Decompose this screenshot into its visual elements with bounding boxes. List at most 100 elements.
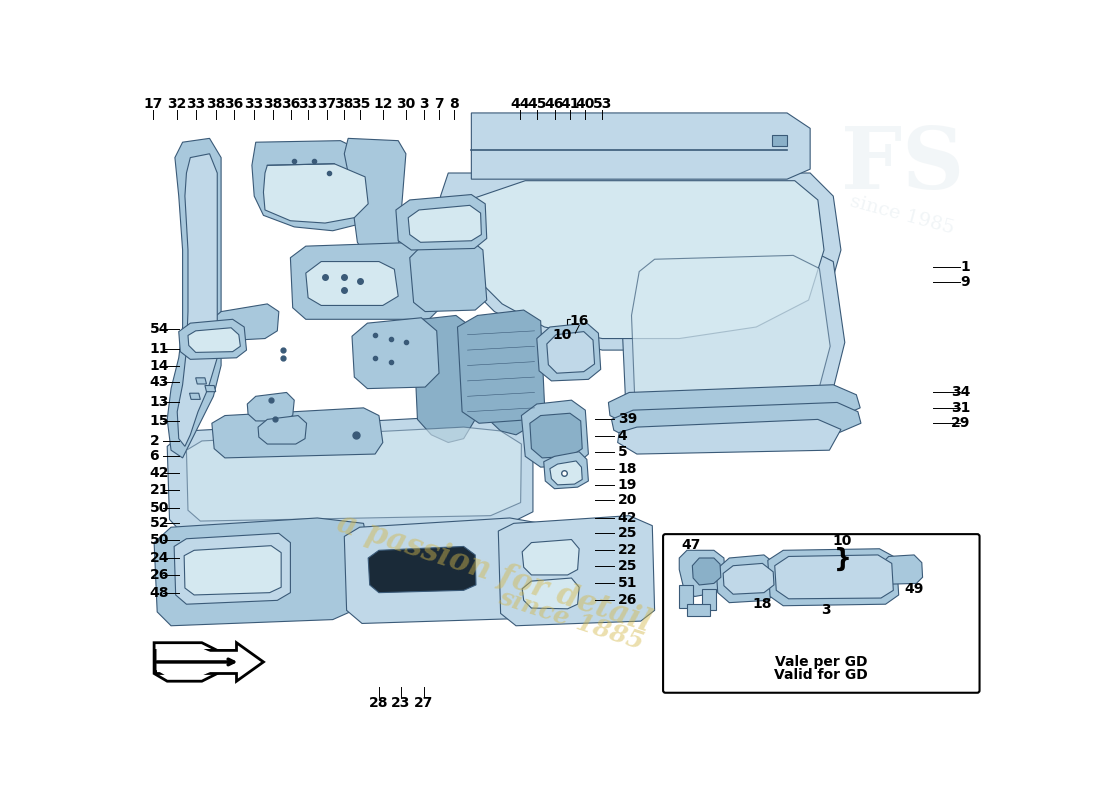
- Text: 19: 19: [618, 478, 637, 492]
- Text: 50: 50: [150, 534, 169, 547]
- Polygon shape: [621, 246, 845, 442]
- Text: 21: 21: [150, 483, 169, 498]
- Text: 33: 33: [244, 97, 264, 110]
- Text: 10: 10: [833, 534, 853, 548]
- Text: 31: 31: [950, 401, 970, 415]
- Polygon shape: [530, 414, 582, 458]
- Text: 42: 42: [150, 466, 169, 480]
- Text: 16: 16: [570, 314, 589, 328]
- Polygon shape: [189, 394, 200, 399]
- Polygon shape: [547, 332, 594, 373]
- Polygon shape: [212, 408, 383, 458]
- Text: 43: 43: [150, 375, 169, 390]
- Text: 52: 52: [150, 516, 169, 530]
- Text: 33: 33: [186, 97, 206, 110]
- Text: since 1985: since 1985: [848, 193, 957, 238]
- Polygon shape: [686, 604, 711, 616]
- Polygon shape: [408, 206, 482, 242]
- Text: 39: 39: [618, 413, 637, 426]
- Polygon shape: [196, 378, 207, 384]
- Text: 9: 9: [960, 275, 970, 290]
- Text: 30: 30: [396, 97, 416, 110]
- Text: 26: 26: [150, 568, 169, 582]
- FancyBboxPatch shape: [663, 534, 980, 693]
- Polygon shape: [680, 585, 693, 608]
- Text: 27: 27: [414, 696, 433, 710]
- Text: 2: 2: [150, 434, 160, 448]
- Polygon shape: [258, 415, 307, 444]
- Polygon shape: [703, 589, 716, 610]
- Text: 22: 22: [618, 543, 637, 558]
- Polygon shape: [306, 262, 398, 306]
- Text: 14: 14: [150, 358, 169, 373]
- Text: 47: 47: [681, 538, 701, 552]
- Text: 53: 53: [593, 97, 612, 110]
- Text: 36: 36: [282, 97, 300, 110]
- Text: 24: 24: [150, 551, 169, 565]
- Text: 28: 28: [370, 696, 388, 710]
- Polygon shape: [154, 642, 241, 682]
- Text: 41: 41: [560, 97, 580, 110]
- Polygon shape: [290, 242, 440, 319]
- Text: 49: 49: [904, 582, 924, 596]
- Polygon shape: [167, 138, 221, 458]
- Text: 50: 50: [150, 501, 169, 515]
- Text: 5: 5: [618, 445, 627, 458]
- Polygon shape: [716, 555, 779, 602]
- Polygon shape: [472, 113, 810, 179]
- Text: 17: 17: [144, 97, 163, 110]
- Polygon shape: [186, 427, 521, 521]
- Text: 32: 32: [167, 97, 187, 110]
- Text: 38: 38: [263, 97, 283, 110]
- Polygon shape: [352, 318, 439, 389]
- Polygon shape: [692, 558, 720, 585]
- Polygon shape: [409, 241, 486, 312]
- Text: 20: 20: [618, 494, 637, 507]
- Text: 10: 10: [552, 328, 572, 342]
- Text: FS: FS: [840, 123, 965, 207]
- Polygon shape: [177, 154, 218, 446]
- Text: 34: 34: [950, 386, 970, 399]
- Polygon shape: [184, 546, 282, 595]
- Text: 25: 25: [618, 558, 637, 573]
- Polygon shape: [768, 549, 899, 606]
- Polygon shape: [772, 134, 788, 146]
- Polygon shape: [550, 461, 582, 485]
- Polygon shape: [178, 319, 246, 359]
- Polygon shape: [631, 255, 830, 434]
- Text: 29: 29: [950, 416, 970, 430]
- Text: since 1885: since 1885: [496, 585, 647, 654]
- Text: 54: 54: [150, 322, 169, 335]
- Text: 11: 11: [150, 342, 169, 355]
- Polygon shape: [483, 313, 541, 435]
- Polygon shape: [608, 385, 860, 426]
- Text: 35: 35: [351, 97, 371, 110]
- Text: 3: 3: [821, 603, 830, 618]
- Polygon shape: [723, 563, 774, 594]
- Polygon shape: [612, 402, 861, 440]
- Polygon shape: [522, 578, 580, 609]
- Text: }: }: [834, 547, 851, 571]
- Polygon shape: [537, 323, 601, 381]
- Text: 6: 6: [150, 450, 160, 463]
- Polygon shape: [167, 415, 534, 534]
- Polygon shape: [458, 310, 544, 423]
- Polygon shape: [543, 452, 588, 489]
- Polygon shape: [440, 173, 842, 350]
- Polygon shape: [680, 550, 726, 597]
- Text: 45: 45: [527, 97, 547, 110]
- Text: 51: 51: [618, 576, 637, 590]
- Polygon shape: [521, 400, 588, 467]
- Text: a passion for detail: a passion for detail: [333, 508, 656, 639]
- Polygon shape: [188, 328, 241, 353]
- Polygon shape: [264, 164, 368, 223]
- Polygon shape: [205, 386, 216, 392]
- Text: 18: 18: [618, 462, 637, 477]
- Text: 36: 36: [224, 97, 244, 110]
- Polygon shape: [396, 194, 486, 250]
- Text: Vale per GD: Vale per GD: [774, 655, 867, 669]
- Text: 15: 15: [150, 414, 169, 428]
- Text: Valid for GD: Valid for GD: [774, 668, 868, 682]
- Polygon shape: [210, 304, 279, 341]
- Text: 48: 48: [150, 586, 169, 600]
